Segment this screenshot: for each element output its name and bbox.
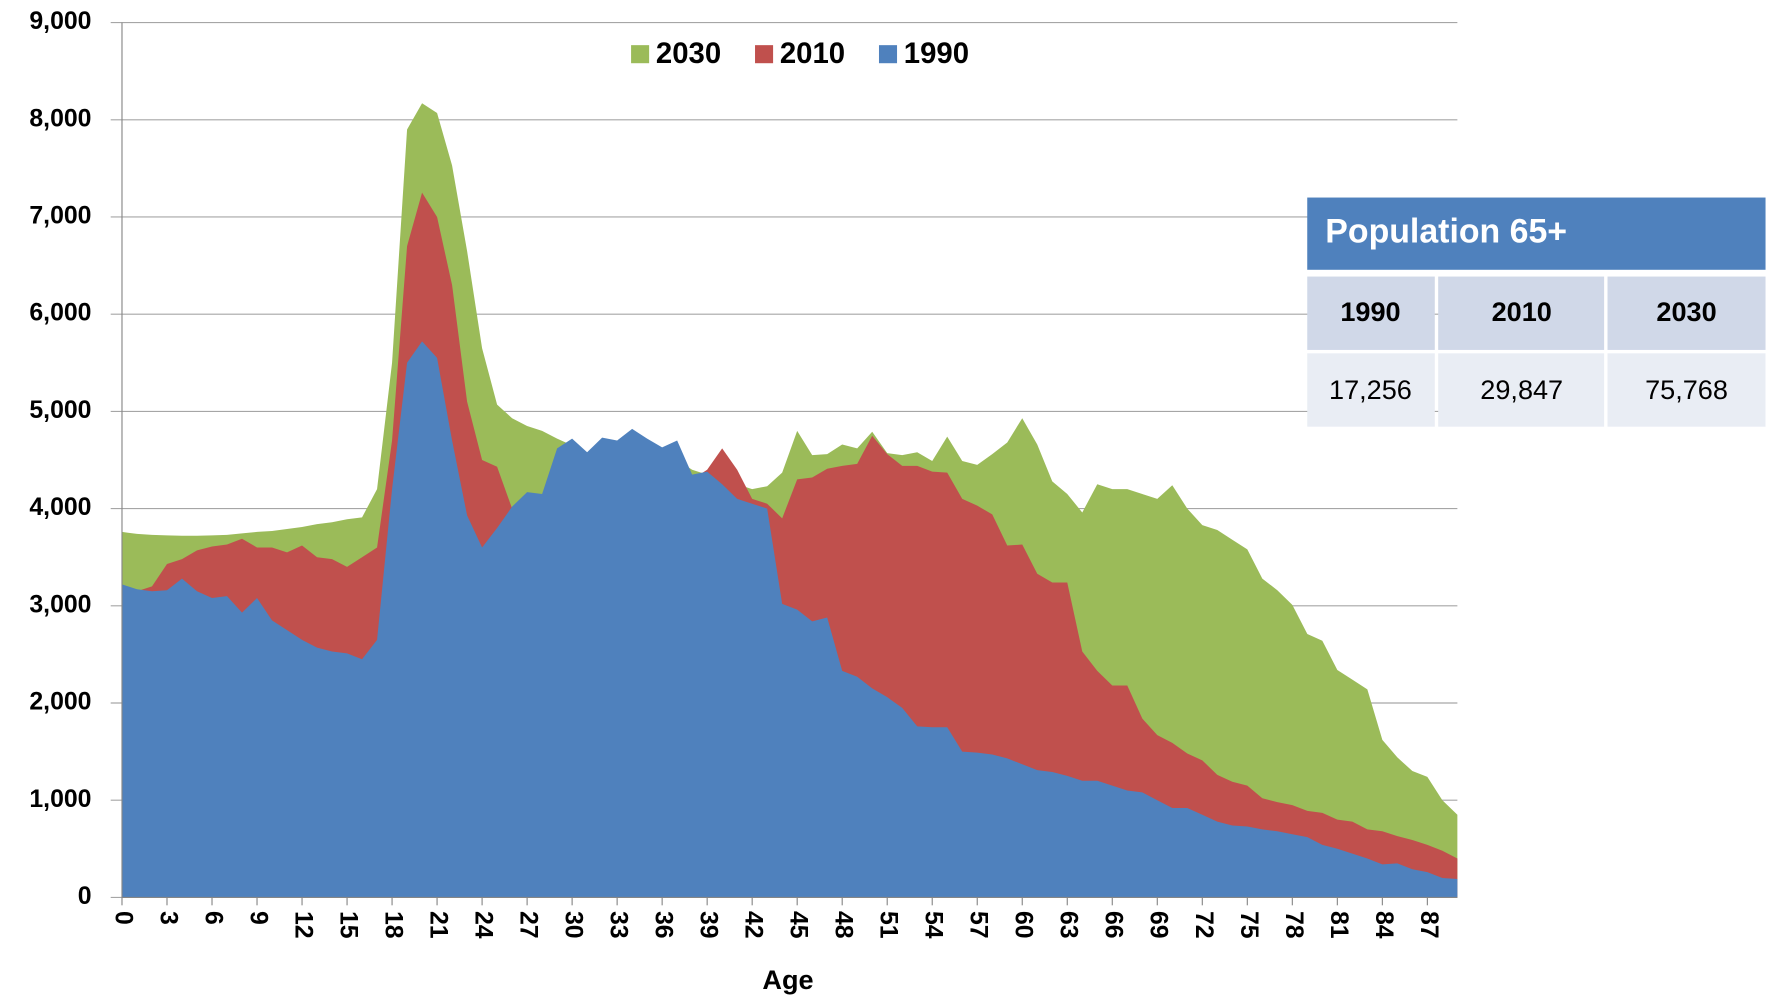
x-tick-label: 30: [560, 911, 587, 939]
y-tick-label: 0: [78, 883, 92, 910]
table-header: 2030: [1656, 296, 1716, 327]
x-tick-label: 24: [470, 911, 497, 939]
x-tick-label: 12: [289, 911, 316, 939]
y-tick-label: 4,000: [29, 494, 91, 521]
y-tick-label: 1,000: [29, 786, 91, 813]
x-tick-label: 81: [1325, 911, 1352, 939]
legend-label: 2010: [780, 37, 845, 70]
table-header-bg: [1307, 276, 1435, 350]
x-tick-label: 72: [1190, 911, 1217, 939]
summary-table: Population 65+ 1990 2010 2030 17,256 29,…: [1307, 197, 1766, 427]
legend-swatch: [755, 45, 774, 64]
table-cell: 17,256: [1329, 374, 1412, 405]
table-header-bg: [1438, 276, 1605, 350]
x-tick-label: 27: [515, 911, 542, 939]
legend-swatch: [878, 45, 898, 64]
y-tick-label: 3,000: [29, 591, 91, 618]
x-tick-label: 15: [334, 911, 361, 939]
x-tick-label: 42: [740, 911, 767, 939]
x-tick-label: 3: [154, 911, 181, 925]
table-cell: 75,768: [1645, 374, 1728, 405]
table-header-bg: [1607, 276, 1766, 350]
x-tick-label: 6: [199, 911, 226, 925]
x-tick-label: 84: [1370, 911, 1397, 939]
x-tick-label: 87: [1415, 911, 1442, 939]
x-tick-label: 21: [425, 911, 452, 939]
x-tick-label: 78: [1280, 911, 1307, 939]
x-tick-label: 0: [109, 911, 136, 925]
x-tick-label: 36: [650, 911, 677, 939]
x-tick-label: 45: [785, 911, 812, 939]
table-cell-bg: [1307, 353, 1435, 427]
x-tick-label: 57: [965, 911, 992, 939]
x-tick-label: 54: [920, 911, 947, 939]
x-tick-label: 33: [605, 911, 632, 939]
y-tick-label: 8,000: [29, 105, 91, 132]
x-tick-label: 51: [875, 911, 902, 939]
table-cell: 29,847: [1480, 374, 1563, 405]
y-tick-label: 9,000: [29, 8, 91, 35]
x-axis-title: Age: [762, 964, 813, 995]
x-tick-label: 18: [380, 911, 407, 939]
table-cell-bg: [1607, 353, 1766, 427]
legend-label: 1990: [904, 37, 969, 70]
x-tick-label: 48: [830, 911, 857, 939]
area: [121, 341, 1458, 898]
x-tick-label: 63: [1055, 911, 1082, 939]
table-title-bg: [1307, 197, 1766, 270]
x-tick-label: 75: [1235, 911, 1262, 939]
table-cell-bg: [1438, 353, 1605, 427]
table-header: 2010: [1492, 296, 1552, 327]
y-tick-label: 2,000: [29, 689, 91, 716]
x-tick-label: 69: [1145, 911, 1172, 939]
x-tick-label: 9: [244, 911, 271, 925]
plot: 0 1,000 2,000 3,000 4,000 5,000 6,000 7,000 8,00…: [29, 8, 1458, 939]
y-tick-label: 5,000: [29, 397, 91, 424]
x-tick-label: 39: [695, 911, 722, 939]
x-tick-label: 60: [1010, 911, 1037, 939]
y-tick-label: 7,000: [29, 203, 91, 230]
legend-label: 2030: [656, 37, 721, 70]
legend-swatch: [631, 45, 650, 64]
table-title: Population 65+: [1325, 213, 1567, 251]
y-tick-label: 6,000: [29, 300, 91, 327]
x-tick-label: 66: [1100, 911, 1127, 939]
table-header: 1990: [1340, 296, 1400, 327]
